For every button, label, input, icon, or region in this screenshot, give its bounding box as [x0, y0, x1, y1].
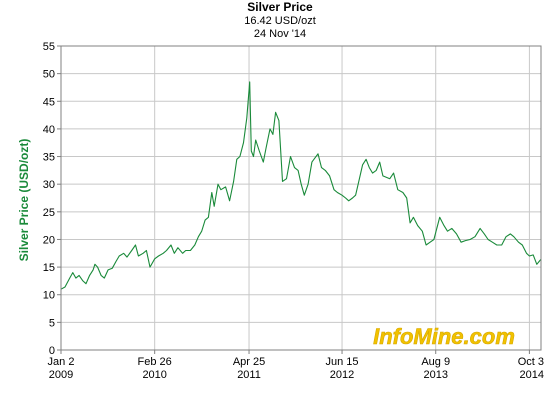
x-tick-year: 2009 — [49, 369, 73, 381]
watermark: InfoMine.com — [373, 324, 515, 349]
y-tick-label: 25 — [43, 207, 55, 219]
x-tick-year: 2010 — [142, 369, 166, 381]
y-gridlines — [61, 45, 541, 351]
x-tick-label: Oct 3 — [518, 356, 544, 368]
x-tick-year: 2011 — [237, 369, 261, 381]
y-tick-label: 10 — [43, 290, 55, 302]
y-tick-label: 20 — [43, 234, 55, 246]
series-line — [60, 81, 542, 290]
x-tick-label: Feb 26 — [138, 356, 172, 368]
chart-subtitle: 16.42 USD/ozt — [244, 15, 316, 27]
y-tick-label: 30 — [43, 179, 55, 191]
x-tick-label: Apr 25 — [233, 356, 265, 368]
x-tick-year: 2013 — [423, 369, 447, 381]
y-tick-label: 55 — [43, 41, 55, 53]
x-tick-label: Jun 15 — [326, 356, 359, 368]
x-tick-label: Jan 2 — [48, 356, 75, 368]
y-tick-label: 35 — [43, 152, 55, 164]
plot-frame — [60, 45, 542, 351]
series-layer — [60, 81, 542, 290]
y-tick-label: 45 — [43, 96, 55, 108]
x-tick-label: Aug 9 — [421, 356, 450, 368]
x-tick-year: 2012 — [330, 369, 354, 381]
x-tick-year: 2014 — [520, 369, 544, 381]
y-tick-label: 5 — [49, 317, 55, 329]
y-tick-label: 15 — [43, 262, 55, 274]
chart-date: 24 Nov '14 — [254, 28, 306, 40]
y-tick-label: 0 — [49, 345, 55, 357]
y-axis-label: Silver Price (USD/ozt) — [17, 139, 31, 262]
chart-title: Silver Price — [247, 0, 313, 14]
y-tick-label: 50 — [43, 69, 55, 81]
y-axis-ticks: 0 5 10 15 20 25 30 35 40 45 50 55 — [43, 41, 61, 357]
y-tick-label: 40 — [43, 124, 55, 136]
